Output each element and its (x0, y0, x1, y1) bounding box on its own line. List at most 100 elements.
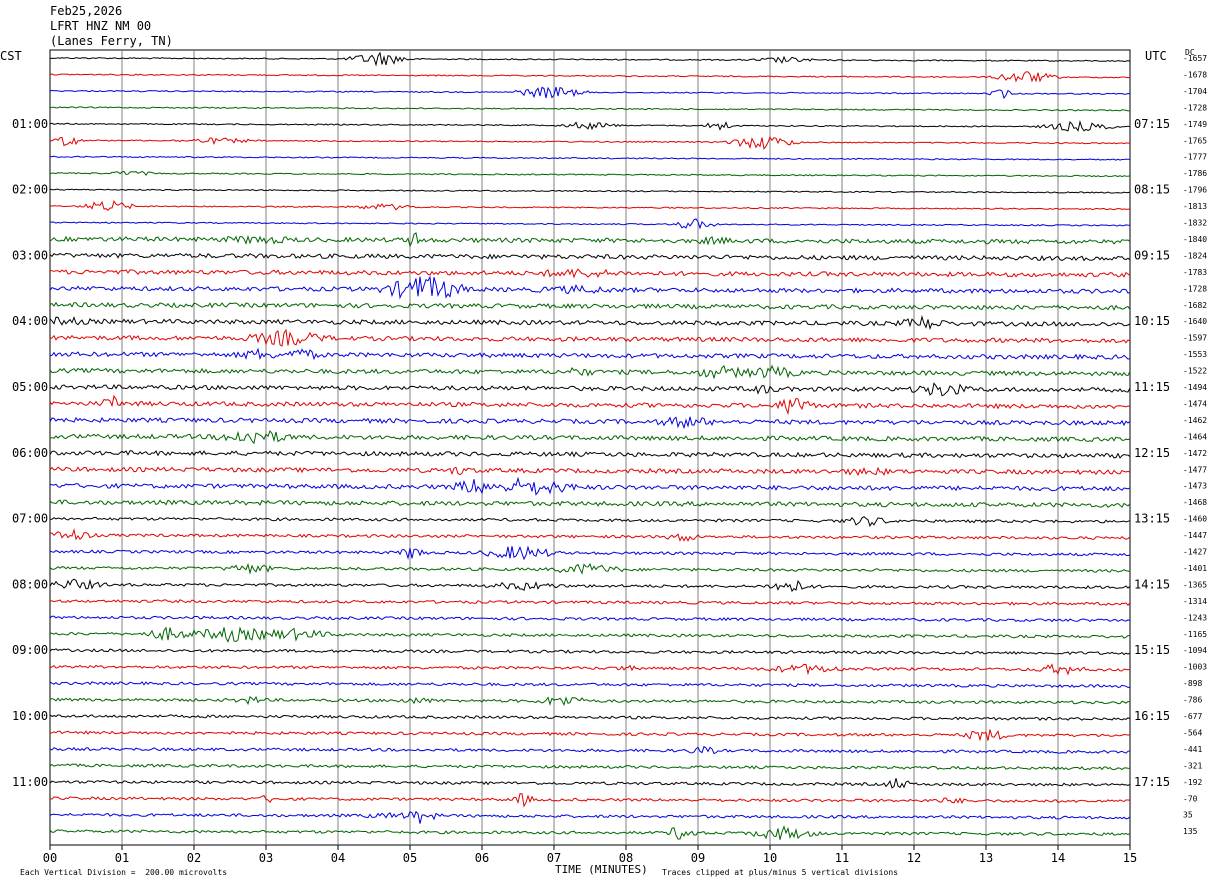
station-code: LFRT HNZ NM 00 (50, 19, 152, 33)
seismic-trace (49, 695, 1131, 707)
dc-offset-label: -1728 (1183, 284, 1207, 293)
dc-offset-label: -192 (1183, 778, 1202, 787)
dc-offset-label: -1464 (1183, 432, 1207, 441)
cst-hour-label: 07:00 (12, 512, 48, 526)
dc-offset-label: -786 (1183, 696, 1202, 705)
dc-offset-label: -1003 (1183, 663, 1207, 672)
dc-offset-label: -1314 (1183, 597, 1207, 606)
x-tick-label: 10 (763, 851, 777, 865)
utc-hour-label: 17:15 (1134, 775, 1170, 789)
seismic-trace (49, 106, 1131, 112)
cst-hour-label: 04:00 (12, 314, 48, 328)
seismic-trace (49, 347, 1131, 361)
cst-hour-label: 05:00 (12, 380, 48, 394)
x-tick-label: 00 (43, 851, 57, 865)
utc-hour-label: 12:15 (1134, 446, 1170, 460)
x-tick-label: 03 (259, 851, 273, 865)
seismic-trace (49, 51, 1131, 67)
dc-offset-label: -1777 (1183, 153, 1207, 162)
seismic-trace (49, 382, 1131, 397)
dc-offset-label: 135 (1183, 827, 1198, 836)
seismic-trace (49, 663, 1131, 676)
dc-offset-label: -1472 (1183, 449, 1207, 458)
dc-offset-label: -1704 (1183, 87, 1207, 96)
seismic-trace (49, 599, 1131, 606)
x-tick-label: 07 (547, 851, 561, 865)
dc-offset-label: -1786 (1183, 169, 1207, 178)
left-axis-title: CST (0, 49, 22, 63)
seismic-trace (49, 188, 1131, 194)
right-axis-title: UTC (1145, 49, 1167, 63)
dc-offset-label: -1728 (1183, 103, 1207, 112)
vertical-division-note: Each Vertical Division = 200.00 microvol… (20, 868, 228, 877)
seismic-trace (49, 810, 1131, 824)
dc-offset-label: -321 (1183, 761, 1202, 770)
utc-hour-label: 11:15 (1134, 380, 1170, 394)
seismic-trace (49, 729, 1131, 742)
seismic-trace (49, 499, 1131, 509)
seismic-trace (49, 562, 1131, 575)
utc-hour-label: 07:15 (1134, 117, 1170, 131)
dc-offset-label: -898 (1183, 679, 1202, 688)
dc-offset-label: -1427 (1183, 548, 1207, 557)
seismic-trace (49, 476, 1131, 496)
clip-note: Traces clipped at plus/minus 5 vertical … (662, 868, 899, 877)
seismic-trace (49, 714, 1131, 721)
cst-hour-label: 09:00 (12, 643, 48, 657)
x-tick-label: 06 (475, 851, 489, 865)
cst-hour-label: 06:00 (12, 446, 48, 460)
dc-offset-label: -1657 (1183, 54, 1207, 63)
seismic-trace (49, 328, 1131, 347)
x-tick-label: 09 (691, 851, 705, 865)
seismic-trace (49, 200, 1131, 211)
utc-hour-label: 08:15 (1134, 183, 1170, 197)
seismic-trace (49, 364, 1131, 380)
utc-hour-label: 13:15 (1134, 512, 1170, 526)
seismic-trace (49, 275, 1131, 300)
seismic-trace (49, 430, 1131, 445)
seismic-trace (49, 268, 1131, 279)
seismic-trace (49, 466, 1131, 477)
dc-offset-label: -1640 (1183, 317, 1207, 326)
dc-offset-label: -1447 (1183, 531, 1207, 540)
dc-offset-label: -1522 (1183, 367, 1207, 376)
seismic-trace (49, 135, 1131, 150)
dc-offset-label: -1783 (1183, 268, 1207, 277)
utc-hour-label: 16:15 (1134, 709, 1170, 723)
seismic-trace (49, 778, 1131, 789)
dc-offset-label: -1365 (1183, 580, 1207, 589)
seismic-trace (49, 615, 1131, 623)
dc-offset-label: -1597 (1183, 334, 1207, 343)
seismic-trace (49, 793, 1131, 808)
x-tick-label: 05 (403, 851, 417, 865)
x-tick-label: 12 (907, 851, 921, 865)
x-tick-label: 15 (1123, 851, 1137, 865)
seismic-trace (49, 314, 1131, 331)
seismic-trace (49, 218, 1131, 230)
cst-hour-label: 03:00 (12, 248, 48, 262)
dc-offset-label: -1094 (1183, 646, 1207, 655)
seismic-trace (49, 301, 1131, 311)
dc-offset-label: -1473 (1183, 482, 1207, 491)
dc-offset-label: -1796 (1183, 186, 1207, 195)
seismic-trace (49, 120, 1131, 132)
seismic-trace (49, 578, 1131, 593)
dc-offset-label: -1477 (1183, 465, 1207, 474)
x-tick-label: 11 (835, 851, 849, 865)
seismic-trace (49, 825, 1131, 840)
utc-hour-label: 09:15 (1134, 248, 1170, 262)
station-location: (Lanes Ferry, TN) (50, 34, 173, 48)
dc-offset-label: -564 (1183, 728, 1202, 737)
cst-hour-label: 01:00 (12, 117, 48, 131)
dc-offset-label: -441 (1183, 745, 1202, 754)
seismic-trace (49, 763, 1131, 771)
dc-offset-label: -1553 (1183, 350, 1207, 359)
dc-offset-label: -1494 (1183, 383, 1207, 392)
seismic-trace (50, 155, 1130, 161)
seismic-trace (49, 416, 1131, 430)
utc-hour-label: 15:15 (1134, 643, 1170, 657)
plot-frame (49, 49, 1131, 846)
seismic-trace (49, 71, 1131, 83)
seismic-trace (49, 516, 1131, 528)
